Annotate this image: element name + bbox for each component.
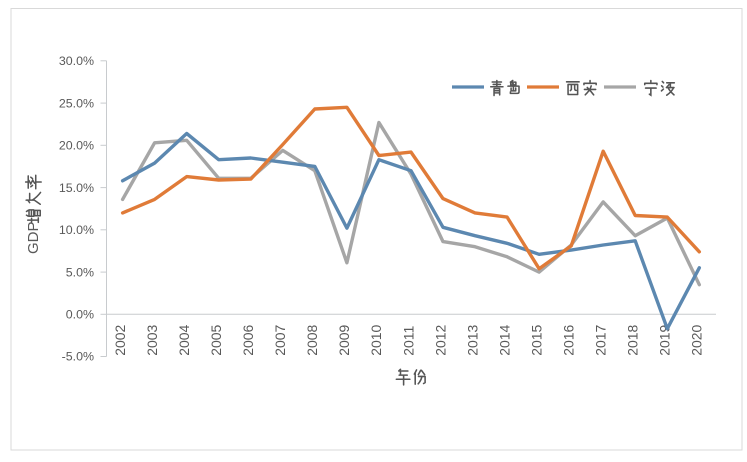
svg-text:2009: 2009 bbox=[336, 324, 352, 355]
svg-text:2013: 2013 bbox=[464, 324, 480, 355]
svg-text:2005: 2005 bbox=[208, 324, 224, 355]
svg-text:2019: 2019 bbox=[657, 324, 673, 355]
svg-text:2012: 2012 bbox=[432, 324, 448, 355]
svg-text:2008: 2008 bbox=[304, 324, 320, 355]
svg-text:10.0%: 10.0% bbox=[59, 223, 94, 237]
svg-text:2007: 2007 bbox=[272, 324, 288, 355]
svg-text:2003: 2003 bbox=[144, 324, 160, 355]
svg-text:2004: 2004 bbox=[176, 324, 192, 355]
svg-text:2020: 2020 bbox=[689, 324, 705, 355]
svg-text:2017: 2017 bbox=[593, 324, 609, 355]
svg-text:15.0%: 15.0% bbox=[59, 181, 94, 195]
svg-text:2016: 2016 bbox=[561, 324, 577, 355]
svg-text:25.0%: 25.0% bbox=[59, 96, 94, 110]
svg-text:20.0%: 20.0% bbox=[59, 139, 94, 153]
svg-text:5.0%: 5.0% bbox=[66, 265, 94, 279]
svg-text:30.0%: 30.0% bbox=[59, 54, 94, 68]
svg-text:2015: 2015 bbox=[528, 324, 544, 355]
svg-text:-5.0%: -5.0% bbox=[62, 350, 94, 364]
svg-text:0.0%: 0.0% bbox=[66, 308, 94, 322]
svg-text:2002: 2002 bbox=[112, 324, 128, 355]
svg-text:2018: 2018 bbox=[625, 324, 641, 355]
svg-text:2010: 2010 bbox=[368, 324, 384, 355]
svg-text:GDP: GDP bbox=[25, 221, 42, 254]
svg-text:2006: 2006 bbox=[240, 324, 256, 355]
svg-text:2011: 2011 bbox=[400, 325, 416, 355]
svg-text:2014: 2014 bbox=[496, 324, 512, 355]
